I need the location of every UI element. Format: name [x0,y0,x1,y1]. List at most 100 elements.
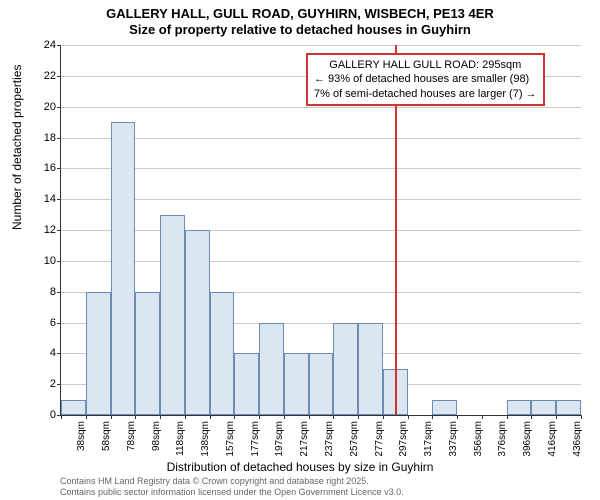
annotation-line1: GALLERY HALL GULL ROAD: 295sqm [314,58,537,72]
histogram-bar [135,292,160,415]
ytick-label: 16 [26,162,56,174]
histogram-bar [507,400,532,415]
xtick-label: 356sqm [473,421,484,457]
xtick-mark [86,415,87,419]
histogram-bar [86,292,111,415]
xtick-label: 138sqm [200,421,211,457]
xtick-mark [284,415,285,419]
ytick-mark [57,76,61,77]
xtick-mark [309,415,310,419]
xtick-mark [185,415,186,419]
xtick-mark [457,415,458,419]
annotation-line3: 7% of semi-detached houses are larger (7… [314,87,537,101]
ytick-label: 10 [26,255,56,267]
histogram-bar [358,323,383,416]
histogram-bar [160,215,185,415]
attribution-line2: Contains public sector information licen… [60,487,404,498]
xtick-label: 257sqm [349,421,360,457]
gridline [61,230,581,231]
histogram-bar [234,353,259,415]
ytick-mark [57,230,61,231]
histogram-bar [111,122,136,415]
ytick-mark [57,107,61,108]
ytick-label: 12 [26,224,56,236]
xtick-mark [61,415,62,419]
ytick-label: 8 [26,286,56,298]
xtick-mark [333,415,334,419]
histogram-bar [432,400,457,415]
xtick-mark [358,415,359,419]
xtick-mark [259,415,260,419]
histogram-bar [333,323,358,416]
ytick-mark [57,168,61,169]
xtick-label: 237sqm [324,421,335,457]
ytick-mark [57,138,61,139]
histogram-bar [210,292,235,415]
histogram-bar [531,400,556,415]
plot-area: 02468101214161820222438sqm58sqm78sqm98sq… [60,45,581,416]
xtick-label: 58sqm [101,421,112,451]
attribution-line1: Contains HM Land Registry data © Crown c… [60,476,404,487]
gridline [61,107,581,108]
xtick-mark [210,415,211,419]
xtick-mark [556,415,557,419]
xtick-label: 376sqm [497,421,508,457]
xtick-label: 436sqm [572,421,583,457]
ytick-label: 6 [26,317,56,329]
annotation-line2: ← 93% of detached houses are smaller (98… [314,72,537,86]
xtick-mark [383,415,384,419]
chart-title-line2: Size of property relative to detached ho… [0,22,600,37]
ytick-mark [57,384,61,385]
xtick-label: 396sqm [522,421,533,457]
ytick-label: 24 [26,39,56,51]
histogram-bar [284,353,309,415]
x-axis-label: Distribution of detached houses by size … [0,460,600,474]
xtick-label: 317sqm [423,421,434,457]
ytick-label: 4 [26,347,56,359]
ytick-label: 18 [26,132,56,144]
xtick-mark [111,415,112,419]
xtick-mark [160,415,161,419]
xtick-label: 217sqm [299,421,310,457]
annotation-box: GALLERY HALL GULL ROAD: 295sqm← 93% of d… [306,53,545,106]
xtick-label: 277sqm [374,421,385,457]
xtick-label: 337sqm [448,421,459,457]
ytick-mark [57,261,61,262]
ytick-label: 20 [26,101,56,113]
attribution-text: Contains HM Land Registry data © Crown c… [60,476,404,498]
xtick-label: 98sqm [151,421,162,451]
ytick-mark [57,353,61,354]
xtick-mark [482,415,483,419]
gridline [61,261,581,262]
gridline [61,168,581,169]
gridline [61,199,581,200]
chart-title-line1: GALLERY HALL, GULL ROAD, GUYHIRN, WISBEC… [0,6,600,21]
ytick-mark [57,199,61,200]
xtick-label: 38sqm [76,421,87,451]
xtick-mark [432,415,433,419]
xtick-label: 297sqm [398,421,409,457]
y-axis-label: Number of detached properties [10,65,24,230]
xtick-mark [135,415,136,419]
xtick-label: 118sqm [175,421,186,456]
gridline [61,45,581,46]
ytick-mark [57,45,61,46]
ytick-label: 14 [26,193,56,205]
histogram-bar [185,230,210,415]
xtick-mark [408,415,409,419]
ytick-label: 0 [26,409,56,421]
histogram-bar [309,353,334,415]
ytick-label: 2 [26,378,56,390]
histogram-bar [556,400,581,415]
xtick-label: 157sqm [225,421,236,457]
xtick-mark [507,415,508,419]
ytick-label: 22 [26,70,56,82]
xtick-mark [234,415,235,419]
xtick-mark [531,415,532,419]
ytick-mark [57,323,61,324]
gridline [61,138,581,139]
histogram-bar [61,400,86,415]
xtick-label: 177sqm [250,421,261,457]
histogram-chart: GALLERY HALL, GULL ROAD, GUYHIRN, WISBEC… [0,0,600,500]
xtick-mark [581,415,582,419]
